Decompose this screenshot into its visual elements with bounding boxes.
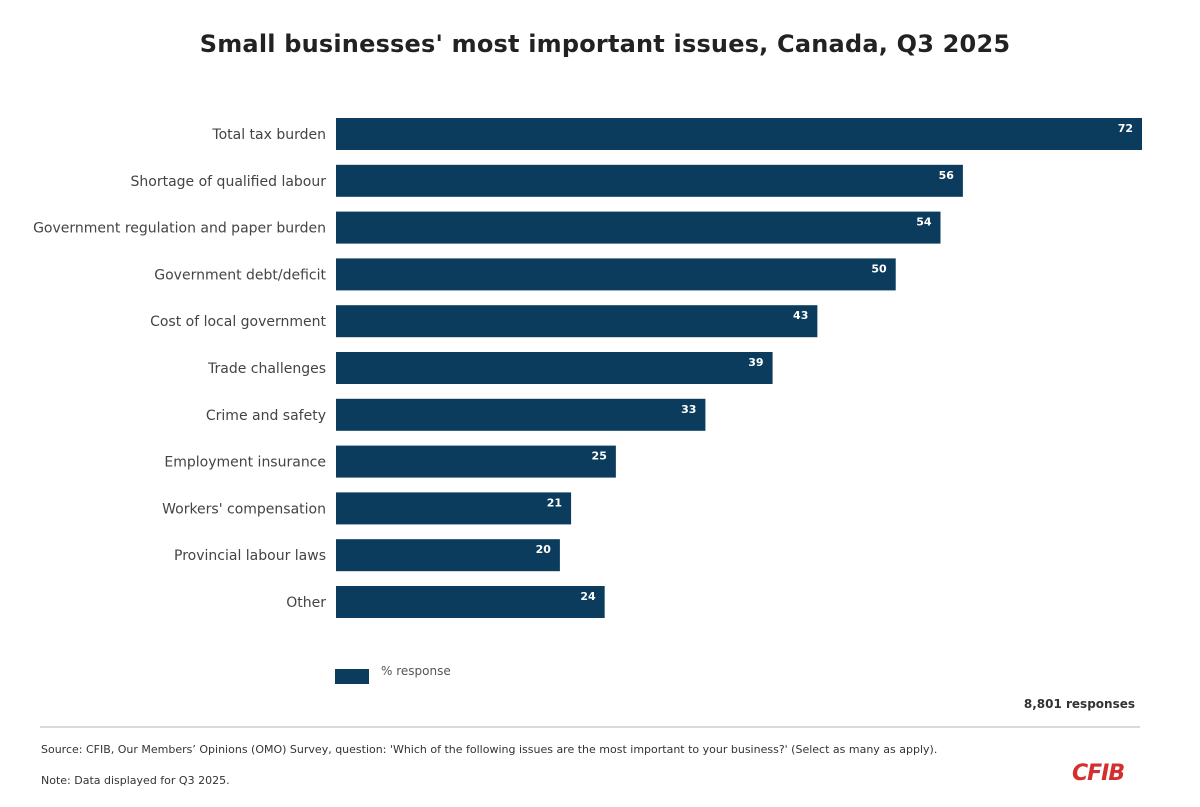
data-note: Note: Data displayed for Q3 2025. <box>41 774 230 787</box>
category-label: Crime and safety <box>206 408 326 424</box>
category-label: Employment insurance <box>164 455 326 471</box>
category-label: Cost of local government <box>150 314 326 330</box>
category-label: Other <box>286 595 326 611</box>
bar <box>336 586 605 618</box>
category-label: Total tax burden <box>211 127 326 143</box>
category-label: Shortage of qualified labour <box>131 174 327 190</box>
value-label: 24 <box>580 590 596 603</box>
source-note: Source: CFIB, Our Members’ Opinions (OMO… <box>41 743 938 756</box>
category-label: Government debt/deficit <box>154 267 326 283</box>
bar <box>336 492 572 525</box>
value-label: 43 <box>793 309 808 322</box>
bar <box>336 352 773 384</box>
category-label: Government regulation and paper burden <box>33 221 326 237</box>
value-label: 33 <box>681 403 696 416</box>
bar-chart: Total tax burden 72 Shortage of qualified … <box>33 118 1142 618</box>
footer-divider <box>40 726 1140 728</box>
value-label: 25 <box>592 450 607 463</box>
chart-legend: % response <box>335 664 451 684</box>
bar <box>336 211 941 244</box>
category-label: Provincial labour laws <box>174 548 326 564</box>
legend-swatch <box>335 669 369 684</box>
category-label: Workers' compensation <box>162 501 326 517</box>
category-label: Trade challenges <box>207 361 326 377</box>
response-count: 8,801 responses <box>1023 697 1135 711</box>
bar <box>336 164 963 197</box>
value-label: 20 <box>536 543 552 556</box>
bar <box>336 305 818 338</box>
cfib-logo: CFIB <box>1072 761 1125 786</box>
value-label: 72 <box>1118 122 1133 135</box>
value-label: 21 <box>547 496 562 509</box>
value-label: 50 <box>871 262 887 275</box>
bar <box>336 258 896 291</box>
value-label: 54 <box>916 216 932 229</box>
chart-title: Small businesses' most important issues,… <box>199 30 1011 58</box>
bar <box>336 539 560 572</box>
bar <box>336 398 706 431</box>
bar <box>336 118 1142 150</box>
value-label: 39 <box>748 356 763 369</box>
value-label: 56 <box>939 169 955 182</box>
bar <box>336 445 616 478</box>
legend-label: % response <box>381 664 451 678</box>
